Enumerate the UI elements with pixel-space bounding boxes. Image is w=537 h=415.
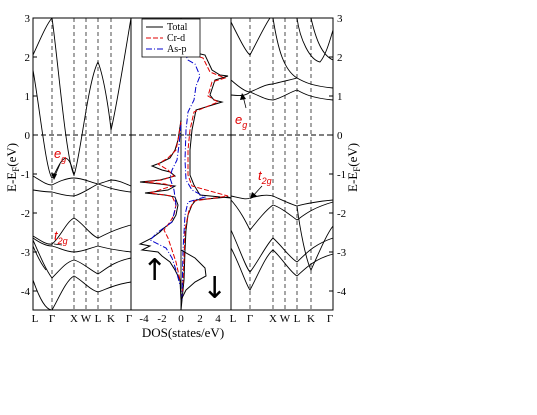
ytick-right-1: 1 <box>337 91 343 103</box>
ytick-right-3: 3 <box>337 13 343 25</box>
ytick-left-1: 1 <box>25 91 31 103</box>
dos-asp-down <box>180 51 207 301</box>
kpoint-left-G: Γ <box>49 313 55 325</box>
left-bands <box>32 17 132 311</box>
kpoint-left-X: X <box>70 313 78 325</box>
kpoint-left-L: L <box>32 313 39 325</box>
kpoint-right-W: W <box>280 313 291 325</box>
ytick-left-2: 2 <box>25 52 31 64</box>
kpoint-left-L2: L <box>95 313 102 325</box>
ytick-right-0: 0 <box>337 130 343 142</box>
ytick-left-0: 0 <box>25 130 31 142</box>
ytick-right-2: 2 <box>337 52 343 64</box>
right-bands <box>230 17 334 291</box>
kpoint-right-G2: Γ <box>327 313 333 325</box>
dos-tick-4: 4 <box>215 313 221 325</box>
right-band-panel <box>230 17 334 311</box>
left-kpoint-lines <box>51 18 112 310</box>
dos-crd-up <box>144 121 182 281</box>
dos-tick-0: 0 <box>178 313 184 325</box>
legend-total: Total <box>167 22 188 33</box>
legend-crd: Cr-d <box>167 33 185 44</box>
dos-spin-down <box>180 17 232 311</box>
xlabel: DOS(states/eV) <box>142 325 224 340</box>
ytick-right-m4: -4 <box>337 286 347 298</box>
left-band-panel <box>32 17 132 311</box>
ann-eg-right: eg <box>235 112 247 130</box>
ytick-left-m1: -1 <box>21 169 30 181</box>
spin-down-arrow: ↓ <box>202 271 227 306</box>
ann-t2g-left: t2g <box>54 228 68 246</box>
x-axis-labels: L Γ X W L K Γ -4 -2 0 2 4 L Γ X W L K Γ … <box>32 313 334 340</box>
kpoint-right-L2: L <box>294 313 301 325</box>
kpoint-left-K: K <box>107 313 115 325</box>
ytick-right-m1: -1 <box>337 169 346 181</box>
ann-eg-left: eg <box>54 146 66 164</box>
ytick-left-3: 3 <box>25 13 31 25</box>
legend-asp: As-p <box>167 44 186 55</box>
dos-panel: Total Cr-d As-p ↑ ↓ <box>130 17 232 311</box>
left-y-axis: 3 2 1 0 -1 -2 -3 -4 E-EF(eV) <box>4 13 37 298</box>
ytick-left-m3: -3 <box>21 247 31 259</box>
kpoint-left-W: W <box>81 313 92 325</box>
kpoint-right-K: K <box>307 313 315 325</box>
ytick-left-m4: -4 <box>21 286 31 298</box>
annotations: eg t2g eg t2g <box>51 93 272 246</box>
ytick-right-m2: -2 <box>337 208 346 220</box>
ytick-left-m2: -2 <box>21 208 30 220</box>
dos-tick-m4: -4 <box>139 313 149 325</box>
dos-tick-m2: -2 <box>157 313 166 325</box>
dos-tick-2: 2 <box>197 313 203 325</box>
kpoint-left-G2: Γ <box>126 313 132 325</box>
spin-up-arrow: ↑ <box>142 253 167 288</box>
kpoint-right-L: L <box>230 313 237 325</box>
dos-crd-down <box>180 47 229 301</box>
ann-t2g-right: t2g <box>258 168 272 186</box>
ytick-right-m3: -3 <box>337 247 347 259</box>
ylabel-right: E-EF(eV) <box>345 143 362 192</box>
kpoint-right-X: X <box>269 313 277 325</box>
right-y-axis: 3 2 1 0 -1 -2 -3 -4 E-EF(eV) <box>329 13 362 298</box>
dos-spin-up <box>138 119 182 301</box>
dos-lower-hump <box>180 249 207 301</box>
dos-asp-up <box>149 124 182 286</box>
legend: Total Cr-d As-p <box>141 18 201 58</box>
ylabel-left: E-EF(eV) <box>4 143 21 192</box>
kpoint-right-G: Γ <box>247 313 253 325</box>
dos-total-down <box>180 44 232 311</box>
